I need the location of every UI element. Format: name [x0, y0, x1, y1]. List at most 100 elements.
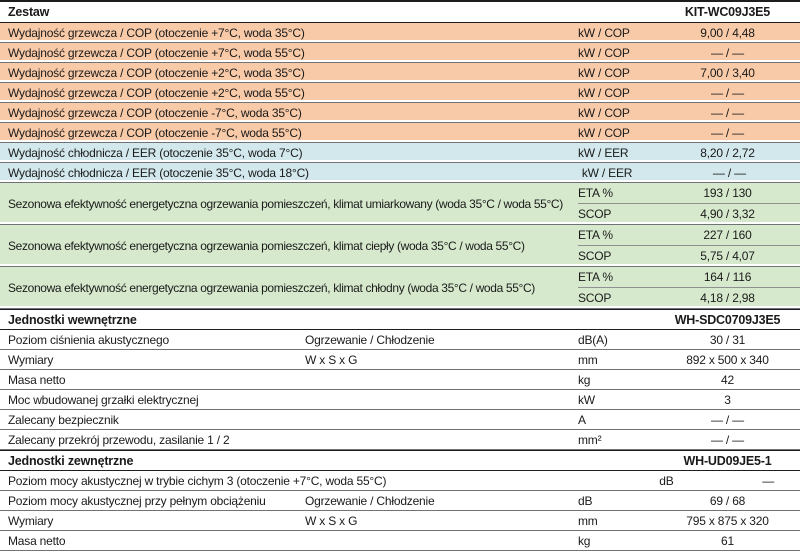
- row-unit: SCOP: [578, 249, 612, 263]
- row-value: 7,00 / 3,40: [700, 65, 755, 80]
- spec-row: Zalecany przekrój przewodu, zasilanie 1 …: [0, 430, 800, 450]
- spec-row: Wydajność grzewcza / COP (otoczenie -7°C…: [0, 103, 800, 123]
- spec-row: Moc wbudowanej grzałki elektrycznej kW 3: [0, 390, 800, 410]
- row-value: — / —: [710, 125, 744, 140]
- row-unit: kg: [578, 533, 591, 548]
- spec-row: Masa netto kg 61: [0, 531, 800, 551]
- sub-row: SCOP 4,90 / 3,32: [578, 203, 800, 224]
- section-header-row: Jednostki wewnętrzne WH-SDC0709J3E5: [0, 309, 800, 330]
- spec-row: Wydajność grzewcza / COP (otoczenie -7°C…: [0, 123, 800, 143]
- row-label: Moc wbudowanej grzałki elektrycznej: [8, 392, 199, 407]
- row-label: Wydajność grzewcza / COP (otoczenie +7°C…: [8, 45, 305, 60]
- spec-row: Poziom mocy akustycznej przy pełnym obci…: [0, 491, 800, 511]
- row-label: Wymiary: [8, 513, 54, 528]
- spec-row: Zalecany bezpiecznik A — / —: [0, 410, 800, 430]
- row-label: Sezonowa efektywność energetyczna ogrzew…: [8, 238, 525, 253]
- spec-row: Wymiary W x S x G mm 795 x 875 x 320: [0, 511, 800, 531]
- row-value: 9,00 / 4,48: [700, 25, 755, 40]
- row-unit: kW: [578, 392, 595, 407]
- row-value: 4,90 / 3,32: [700, 207, 755, 221]
- sub-row: SCOP 4,18 / 2,98: [578, 287, 800, 308]
- section-title: Jednostki zewnętrzne: [8, 453, 134, 468]
- row-value: — / —: [710, 45, 744, 60]
- seasonal-efficiency-row: Sezonowa efektywność energetyczna ogrzew…: [0, 225, 800, 267]
- spec-row: Wydajność chłodnicza / EER (otoczenie 35…: [0, 163, 800, 183]
- seasonal-efficiency-row: Sezonowa efektywność energetyczna ogrzew…: [0, 183, 800, 225]
- sub-row: SCOP 5,75 / 4,07: [578, 245, 800, 266]
- row-label: Wydajność grzewcza / COP (otoczenie +2°C…: [8, 85, 305, 100]
- row-value: 61: [721, 533, 734, 548]
- row-unit: kW / COP: [578, 125, 630, 140]
- spec-row: Poziom mocy akustycznej w trybie cichym …: [0, 471, 800, 491]
- row-label: Zalecany przekrój przewodu, zasilanie 1 …: [8, 432, 230, 447]
- section-header-row: Jednostki zewnętrzne WH-UD09JE5-1: [0, 450, 800, 471]
- row-subvalues: ETA % 164 / 116 SCOP 4,18 / 2,98: [578, 267, 800, 308]
- row-value: 193 / 130: [703, 186, 752, 200]
- model-number: WH-UD09JE5-1: [683, 453, 772, 468]
- row-value: 5,75 / 4,07: [700, 249, 755, 263]
- row-label: Poziom mocy akustycznej w trybie cichym …: [8, 473, 387, 488]
- row-unit: kW / EER: [581, 165, 633, 180]
- row-unit: kW / COP: [578, 25, 630, 40]
- row-subvalues: ETA % 227 / 160 SCOP 5,75 / 4,07: [578, 225, 800, 266]
- seasonal-efficiency-row: Sezonowa efektywność energetyczna ogrzew…: [0, 267, 800, 309]
- row-label: Sezonowa efektywność energetyczna ogrzew…: [8, 196, 563, 211]
- row-value: 164 / 116: [703, 270, 752, 284]
- row-label: Poziom mocy akustycznej przy pełnym obci…: [8, 493, 266, 508]
- row-value: 69 / 68: [709, 493, 746, 508]
- row-unit: dB: [659, 473, 674, 488]
- row-unit: SCOP: [578, 207, 612, 221]
- spec-row: Masa netto kg 42: [0, 370, 800, 390]
- row-value: — / —: [710, 105, 744, 120]
- row-unit: ETA %: [578, 186, 613, 200]
- row-value: —: [762, 473, 775, 488]
- row-unit: ETA %: [578, 270, 613, 284]
- section-title: Jednostki wewnętrzne: [8, 312, 137, 327]
- row-value: — / —: [710, 432, 744, 447]
- spec-row: Wydajność grzewcza / COP (otoczenie +7°C…: [0, 23, 800, 43]
- row-value: — / —: [710, 85, 744, 100]
- row-label: Masa netto: [8, 372, 66, 387]
- row-unit: kW / EER: [578, 145, 629, 160]
- sub-row: ETA % 193 / 130: [578, 183, 800, 203]
- row-unit: ETA %: [578, 228, 613, 242]
- model-number: WH-SDC0709J3E5: [674, 312, 781, 327]
- row-unit: A: [578, 412, 586, 427]
- row-value: — / —: [712, 165, 746, 180]
- sub-row: ETA % 227 / 160: [578, 225, 800, 245]
- section-title: Zestaw: [8, 5, 50, 19]
- row-value: 8,20 / 2,72: [700, 145, 755, 160]
- row-label: Poziom ciśnienia akustycznego: [8, 332, 169, 347]
- row-unit: kW / COP: [578, 105, 630, 120]
- row-label: Wydajność grzewcza / COP (otoczenie -7°C…: [8, 105, 302, 120]
- row-unit: dB: [578, 493, 593, 508]
- spec-row: Wydajność chłodnicza / EER (otoczenie 35…: [0, 143, 800, 163]
- row-unit: kW / COP: [578, 65, 630, 80]
- row-unit: SCOP: [578, 291, 612, 305]
- row-unit: kW / COP: [578, 45, 630, 60]
- row-value: 4,18 / 2,98: [700, 291, 755, 305]
- row-label: Zalecany bezpiecznik: [8, 412, 119, 427]
- row-value: 3: [724, 392, 731, 407]
- row-sublabel: W x S x G: [305, 352, 358, 367]
- row-label: Wydajność chłodnicza / EER (otoczenie 35…: [8, 145, 303, 160]
- row-value: 795 x 875 x 320: [686, 513, 769, 528]
- row-value: 227 / 160: [703, 228, 752, 242]
- spec-row: Wymiary W x S x G mm 892 x 500 x 340: [0, 350, 800, 370]
- row-subvalues: ETA % 193 / 130 SCOP 4,90 / 3,32: [578, 183, 800, 224]
- row-sublabel: Ogrzewanie / Chłodzenie: [305, 493, 435, 508]
- row-label: Wydajność chłodnicza / EER (otoczenie 35…: [8, 165, 309, 180]
- row-label: Masa netto: [8, 533, 66, 548]
- row-label: Sezonowa efektywność energetyczna ogrzew…: [8, 280, 535, 295]
- row-label: Wydajność grzewcza / COP (otoczenie +7°C…: [8, 25, 305, 40]
- spec-row: Wydajność grzewcza / COP (otoczenie +2°C…: [0, 83, 800, 103]
- row-value: 42: [721, 372, 734, 387]
- row-sublabel: Ogrzewanie / Chłodzenie: [305, 332, 435, 347]
- sub-row: ETA % 164 / 116: [578, 267, 800, 287]
- row-label: Wydajność grzewcza / COP (otoczenie -7°C…: [8, 125, 302, 140]
- spec-row: Wydajność grzewcza / COP (otoczenie +2°C…: [0, 63, 800, 83]
- row-unit: mm: [578, 513, 598, 528]
- spec-row: Poziom ciśnienia akustycznego Ogrzewanie …: [0, 330, 800, 350]
- row-unit: kW / COP: [578, 85, 630, 100]
